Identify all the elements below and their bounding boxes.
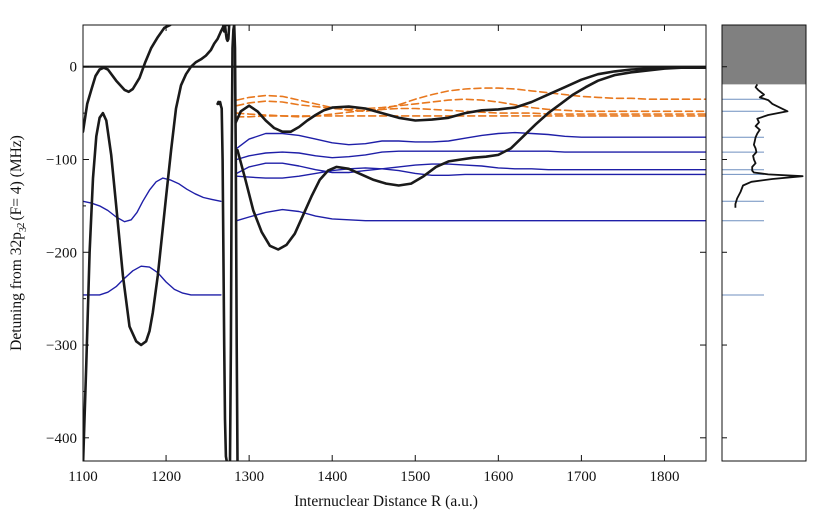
x-tick-label: 1500	[400, 469, 430, 485]
series-bound-state-2	[236, 150, 706, 161]
x-tick-label: 1600	[483, 469, 513, 485]
series-bound-state-3	[236, 162, 706, 175]
y-tick-label: −400	[46, 431, 77, 447]
spectrum-trace	[734, 83, 804, 208]
y-tick-label: 0	[70, 60, 78, 76]
y-axis-title-sub1: 3	[18, 227, 29, 232]
series-dashed-state-2	[235, 98, 706, 113]
y-axis-title-suffix: (F= 4) (MHz)	[8, 135, 25, 220]
y-tick-label: −300	[46, 338, 77, 354]
continuum-band	[722, 25, 806, 85]
series-potential-left-wall	[216, 100, 228, 461]
y-axis-title: Detuning from 32p32 (F= 4) (MHz)	[8, 135, 29, 351]
x-tick-label: 1100	[68, 469, 97, 485]
series-bound-state-1	[236, 131, 706, 150]
y-tick-label: −100	[46, 153, 77, 169]
plot-lines	[83, 25, 706, 461]
spectrum-frame	[721, 24, 807, 462]
series-potential-cusp-a	[221, 25, 231, 43]
y-axis-title-main: Detuning from 32p	[8, 232, 25, 351]
x-tick-label: 1300	[234, 469, 264, 485]
spectrum-content	[722, 25, 806, 296]
y-axis-title-sub2: 2	[15, 223, 27, 229]
x-tick-label: 1700	[566, 469, 596, 485]
series-bound-state-left-2	[83, 265, 222, 296]
series-potential-small-well	[83, 25, 172, 133]
x-tick-label: 1200	[151, 469, 181, 485]
main-plot-frame	[82, 24, 707, 462]
series-potential-main	[83, 25, 230, 461]
main-plot-panel: 1100 1200 1300 1400 1500 1600 1700 1800 0 −100 −20…	[46, 24, 707, 485]
series-bound-state-5	[236, 208, 706, 222]
series-bound-state-left-1	[83, 177, 222, 223]
series-bound-state-4	[236, 167, 706, 179]
series-dashed-state-1	[235, 87, 706, 113]
x-tick-label: 1400	[317, 469, 347, 485]
series-dashed-state-4	[235, 115, 706, 118]
x-axis-title: Internuclear Distance R (a.u.)	[294, 493, 478, 510]
series-potential-upper	[234, 66, 706, 133]
series-potential-long-range	[236, 66, 706, 251]
spectrum-panel	[721, 24, 807, 462]
series-potential-cusp-c	[232, 25, 239, 461]
series-potential-cusp-b	[228, 25, 236, 461]
x-tick-label: 1800	[649, 469, 679, 485]
y-tick-label: −200	[46, 245, 77, 261]
